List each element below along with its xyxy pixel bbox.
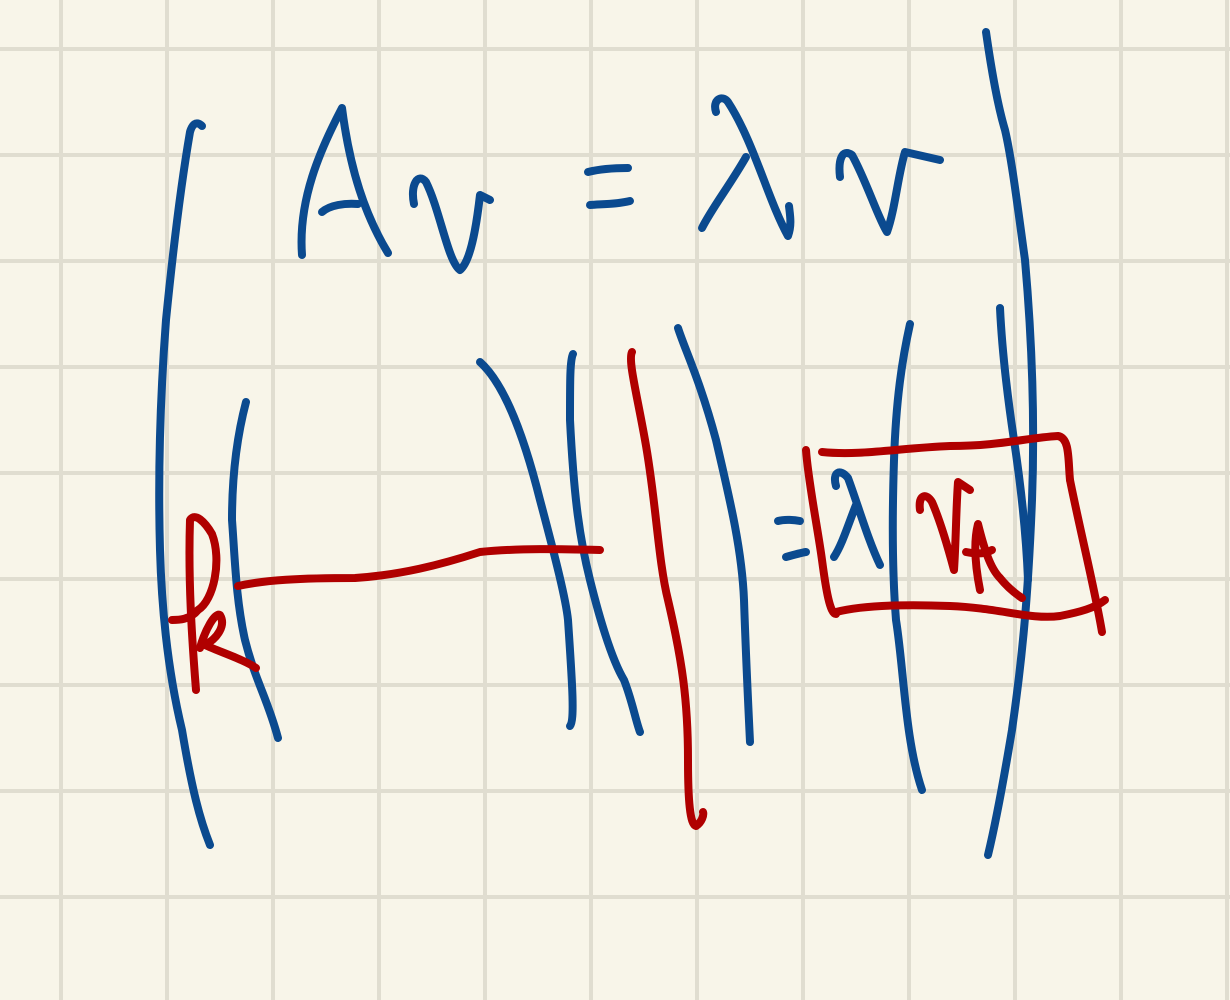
letter-lambda-leg [698, 153, 750, 232]
vector-bracket-right-a [888, 320, 926, 794]
highlight-box-bottom [832, 596, 1109, 621]
letter-A-crossbar [318, 199, 362, 216]
vector-bracket-left [674, 324, 754, 746]
letter-lambda [711, 94, 795, 240]
letter-v-2 [835, 148, 944, 236]
letter-v-1 [409, 174, 494, 274]
row-label-letter [168, 513, 221, 694]
big-left-bracket [155, 119, 214, 849]
boxed-subscript [971, 520, 1026, 602]
highlight-box-top [818, 432, 1074, 484]
row-label-subscript [196, 610, 260, 672]
lambda-small [831, 468, 884, 569]
equals-small-top [774, 515, 804, 525]
lambda-small-leg [830, 501, 860, 561]
equals-top-line [584, 164, 632, 176]
equals-small-bottom [782, 548, 810, 561]
column-highlight-line [626, 348, 708, 830]
red-annotations [168, 348, 1109, 830]
row-underline [234, 545, 604, 590]
boxed-v-letter [915, 478, 974, 574]
big-right-bracket [982, 28, 1038, 859]
highlight-box-left [802, 446, 840, 618]
inner-bracket-left [228, 398, 282, 742]
equation-eigen [297, 94, 944, 274]
equals-bottom-line [586, 197, 634, 209]
letter-A [297, 104, 392, 259]
boxed-subscript-mark [962, 546, 996, 558]
inner-bracket-mid [476, 358, 577, 730]
inner-column-line [566, 350, 644, 736]
highlight-box-right [1066, 476, 1106, 636]
